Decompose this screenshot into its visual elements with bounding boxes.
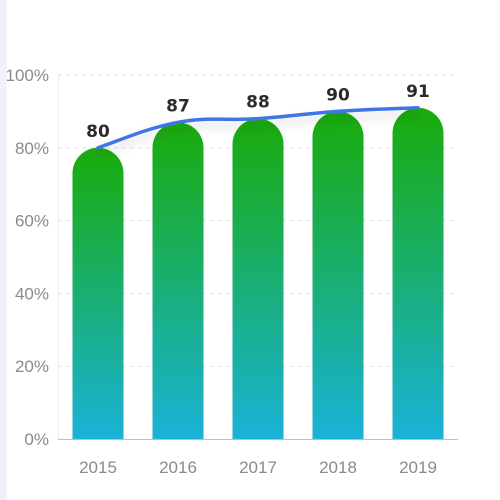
y-axis-tick-labels: 0% 20% 40% 60% 80% 100%	[6, 66, 49, 449]
y-tick-label: 0%	[24, 430, 49, 449]
y-tick-label: 60%	[15, 212, 49, 231]
bar	[232, 118, 284, 440]
y-tick-label: 100%	[6, 66, 49, 85]
x-tick-label: 2019	[399, 458, 437, 477]
x-tick-label: 2018	[319, 458, 357, 477]
y-tick-label: 80%	[15, 139, 49, 158]
x-axis-tick-labels: 2015 2016 2017 2018 2019	[79, 458, 437, 477]
value-label: 80	[86, 122, 110, 142]
value-labels: 80 87 88 90 91	[86, 82, 430, 142]
value-label: 90	[326, 85, 350, 105]
x-axis	[58, 75, 458, 440]
trend-line	[96, 106, 420, 150]
value-label: 88	[246, 93, 270, 113]
x-tick-label: 2017	[239, 458, 277, 477]
y-tick-label: 40%	[15, 284, 49, 303]
value-label: 91	[406, 82, 430, 102]
x-tick-label: 2016	[159, 458, 197, 477]
bar	[72, 147, 124, 440]
bar	[312, 111, 364, 440]
left-sidebar-strip	[0, 0, 7, 500]
bars	[72, 107, 444, 440]
bar	[392, 107, 444, 439]
y-tick-label: 20%	[15, 357, 49, 376]
bar	[152, 122, 204, 439]
value-label: 87	[166, 96, 190, 116]
trend-line-path	[96, 106, 420, 150]
x-tick-label: 2015	[79, 458, 117, 477]
